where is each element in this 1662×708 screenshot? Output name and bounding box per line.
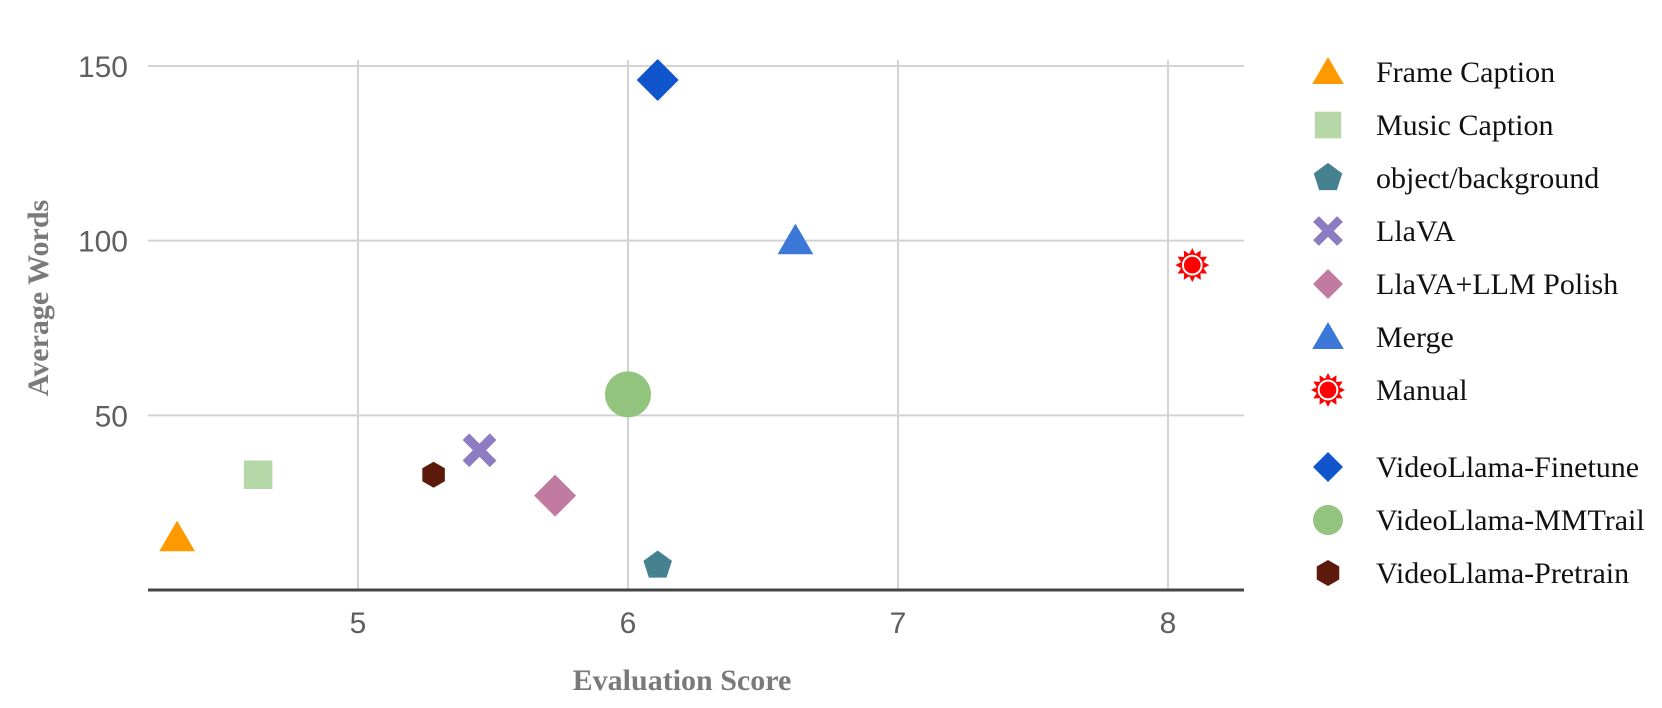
legend-label: LlaVA+LLM Polish [1376, 268, 1618, 301]
data-point [636, 58, 679, 101]
legend-marker [1312, 322, 1344, 349]
legend-label: VideoLlama-Finetune [1376, 451, 1639, 484]
data-point [1175, 248, 1210, 283]
legend-label: Merge [1376, 321, 1454, 354]
x-tick-label: 8 [1160, 607, 1177, 640]
legend-label: VideoLlama-Pretrain [1376, 557, 1629, 590]
data-point [422, 461, 445, 488]
legend-item: LlaVA [1313, 215, 1456, 248]
legend-item: VideoLlama-MMTrail [1313, 504, 1645, 537]
legend-item: LlaVA+LLM Polish [1313, 268, 1618, 301]
x-tick-label: 7 [890, 607, 907, 640]
y-tick-label: 50 [95, 400, 128, 433]
legend-label: LlaVA [1376, 215, 1456, 248]
data-point [643, 550, 672, 578]
data-points [159, 58, 1210, 578]
legend-marker [1316, 560, 1340, 586]
y-tick-label: 100 [78, 226, 128, 259]
legend-label: Frame Caption [1376, 56, 1555, 89]
axes: 5 6 7 8 50 100 150 [78, 51, 1244, 640]
legend-item: Manual [1311, 373, 1468, 407]
legend-marker [1312, 57, 1344, 84]
legend: Frame Caption Music Caption object/backgro… [1311, 56, 1645, 590]
x-tick-label: 5 [350, 607, 367, 640]
legend-label: VideoLlama-MMTrail [1376, 504, 1645, 537]
legend-label: Music Caption [1376, 109, 1554, 142]
legend-marker [1313, 216, 1343, 246]
y-tick-label: 150 [78, 51, 128, 84]
legend-item: VideoLlama-Pretrain [1316, 557, 1629, 590]
legend-item: Frame Caption [1312, 56, 1555, 89]
legend-label: object/background [1376, 162, 1599, 195]
legend-item: object/background [1313, 162, 1599, 195]
data-point [777, 223, 814, 255]
legend-item: VideoLlama-Finetune [1313, 451, 1639, 484]
legend-marker [1313, 163, 1343, 191]
legend-marker [1313, 452, 1343, 482]
legend-marker [1311, 373, 1345, 407]
legend-marker [1314, 111, 1342, 139]
legend-item: Music Caption [1314, 109, 1554, 142]
x-tick-label: 6 [620, 607, 637, 640]
grid-lines [148, 60, 1244, 590]
data-point [534, 474, 577, 517]
x-axis-title: Evaluation Score [573, 664, 792, 697]
data-point [462, 433, 497, 468]
legend-marker [1313, 505, 1343, 535]
legend-item: Merge [1312, 321, 1454, 354]
data-point [605, 371, 651, 418]
legend-marker [1313, 269, 1343, 299]
legend-label: Manual [1376, 374, 1468, 407]
data-point [243, 460, 273, 489]
data-point [159, 520, 195, 552]
y-axis-title: Average Words [22, 200, 55, 396]
